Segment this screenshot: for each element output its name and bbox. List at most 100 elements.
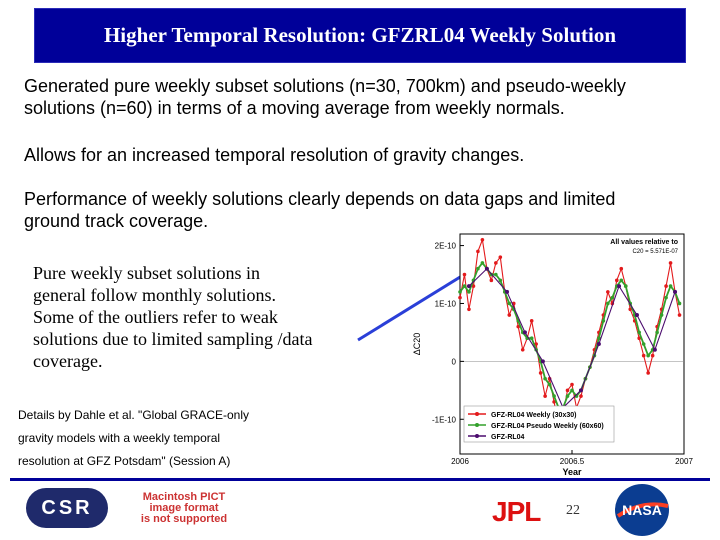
data-point-series-1: [552, 400, 556, 404]
data-point-series-2: [668, 284, 673, 288]
x-tick-label: 2007: [675, 457, 693, 466]
data-point-series-3: [505, 289, 510, 294]
data-point-series-2: [529, 336, 534, 341]
data-point-series-2: [476, 266, 480, 271]
data-point-series-1: [664, 284, 668, 288]
y-tick-label: -1E-10: [432, 415, 457, 424]
data-point-series-3: [522, 330, 527, 335]
y-axis-label: ΔC20: [412, 333, 422, 356]
data-point-series-1: [520, 347, 525, 352]
data-point-series-2: [659, 313, 664, 317]
data-point-series-3: [484, 266, 489, 271]
series-line-3: [468, 267, 676, 409]
data-point-series-2: [462, 284, 467, 288]
data-point-series-1: [668, 261, 673, 265]
data-point-series-1: [637, 336, 641, 341]
details-note: Details by Dahle et al. "Global GRACE-on…: [18, 408, 250, 468]
data-point-series-1: [650, 353, 655, 358]
x-axis-label: Year: [562, 467, 582, 476]
x-tick-label: 2006.5: [560, 457, 585, 466]
data-point-series-3: [673, 289, 678, 294]
delta-c20-chart: 2E-10 1E-10 0 -1E-10 2006 2006.5 2007 Year ΔC20 A…: [412, 233, 693, 476]
data-point-series-3: [466, 284, 471, 289]
x-tick-label: 2006: [451, 457, 469, 466]
data-point-series-2: [498, 278, 503, 283]
annotation-value: C20 = 5.571E-07: [632, 249, 678, 255]
data-point-series-2: [610, 295, 615, 300]
data-point-series-2: [655, 330, 659, 335]
csr-logo: CSR: [26, 488, 108, 528]
y-tick-label: 1E-10: [435, 299, 457, 308]
bullet-weekly-solutions: Generated pure weekly subset solutions (…: [24, 76, 626, 118]
data-point-series-2: [543, 376, 547, 381]
jpl-logo: JPL: [492, 496, 541, 527]
data-point-series-2: [507, 301, 512, 306]
data-point-series-3: [578, 388, 583, 393]
data-point-series-3: [617, 284, 622, 289]
data-point-series-1: [494, 261, 498, 265]
legend-marker-3: [475, 434, 479, 438]
data-point-series-2: [677, 301, 682, 306]
data-point-series-1: [565, 388, 570, 393]
slide-title: Higher Temporal Resolution: GFZRL04 Week…: [103, 23, 617, 47]
data-point-series-2: [480, 261, 485, 265]
data-point-series-1: [480, 237, 485, 242]
legend-marker-1: [475, 412, 479, 416]
legend-label-3: GFZ-RL04: [491, 434, 525, 441]
data-point-series-2: [623, 284, 628, 288]
data-point-series-2: [641, 342, 646, 346]
data-point-series-1: [543, 394, 547, 398]
bullet-performance: Performance of weekly solutions clearly …: [24, 189, 616, 231]
data-point-series-1: [476, 249, 480, 254]
data-point-series-1: [534, 342, 538, 346]
data-point-series-2: [637, 330, 641, 335]
outlier-note: Pure weekly subset solutions in general …: [33, 263, 313, 371]
annotation-title: All values relative to: [610, 239, 678, 246]
data-point-series-2: [565, 394, 570, 398]
data-point-series-1: [646, 371, 650, 375]
data-point-series-2: [597, 336, 601, 341]
page-number: 22: [566, 503, 580, 518]
nasa-logo-text: NASA: [622, 502, 662, 518]
data-point-series-1: [458, 295, 462, 300]
data-point-series-2: [619, 278, 624, 283]
pict-placeholder: Macintosh PICT image format is not suppo…: [140, 491, 228, 525]
data-point-series-3: [540, 359, 545, 364]
data-point-series-2: [494, 272, 498, 277]
data-point-series-2: [664, 295, 668, 300]
data-point-series-1: [489, 278, 494, 283]
data-point-series-1: [677, 313, 682, 317]
data-point-series-3: [652, 347, 657, 352]
bullet-temporal-resolution: Allows for an increased temporal resolut…: [24, 145, 525, 165]
data-point-series-1: [462, 272, 467, 277]
legend-marker-2: [475, 423, 479, 427]
legend-label-2: GFZ-RL04 Pseudo Weekly (60x60): [491, 423, 604, 430]
data-point-series-2: [646, 353, 650, 358]
data-point-series-3: [596, 342, 601, 346]
y-tick-label: 2E-10: [435, 242, 457, 251]
data-point-series-1: [606, 290, 610, 294]
data-point-series-1: [641, 353, 646, 358]
title-banner: Higher Temporal Resolution: GFZRL04 Week…: [34, 8, 686, 63]
data-point-series-2: [601, 319, 606, 323]
y-tick-label: 0: [452, 357, 457, 366]
data-point-series-2: [552, 394, 556, 398]
data-point-series-2: [467, 290, 471, 294]
data-point-series-1: [538, 371, 543, 375]
data-point-series-1: [579, 394, 583, 398]
data-point-series-2: [570, 388, 574, 393]
data-point-series-1: [529, 319, 534, 323]
data-point-series-2: [547, 382, 552, 387]
data-point-series-1: [516, 324, 521, 329]
data-point-series-1: [615, 278, 619, 283]
data-point-series-1: [498, 255, 503, 259]
data-point-series-1: [471, 284, 476, 288]
legend-label-1: GFZ-RL04 Weekly (30x30): [491, 412, 576, 419]
data-point-series-2: [606, 301, 610, 306]
legend-box: [463, 405, 615, 443]
data-point-series-1: [619, 266, 624, 271]
footer-divider: [10, 478, 710, 481]
data-point-series-1: [467, 307, 471, 312]
data-point-series-1: [628, 307, 633, 312]
data-point-series-1: [507, 313, 512, 317]
